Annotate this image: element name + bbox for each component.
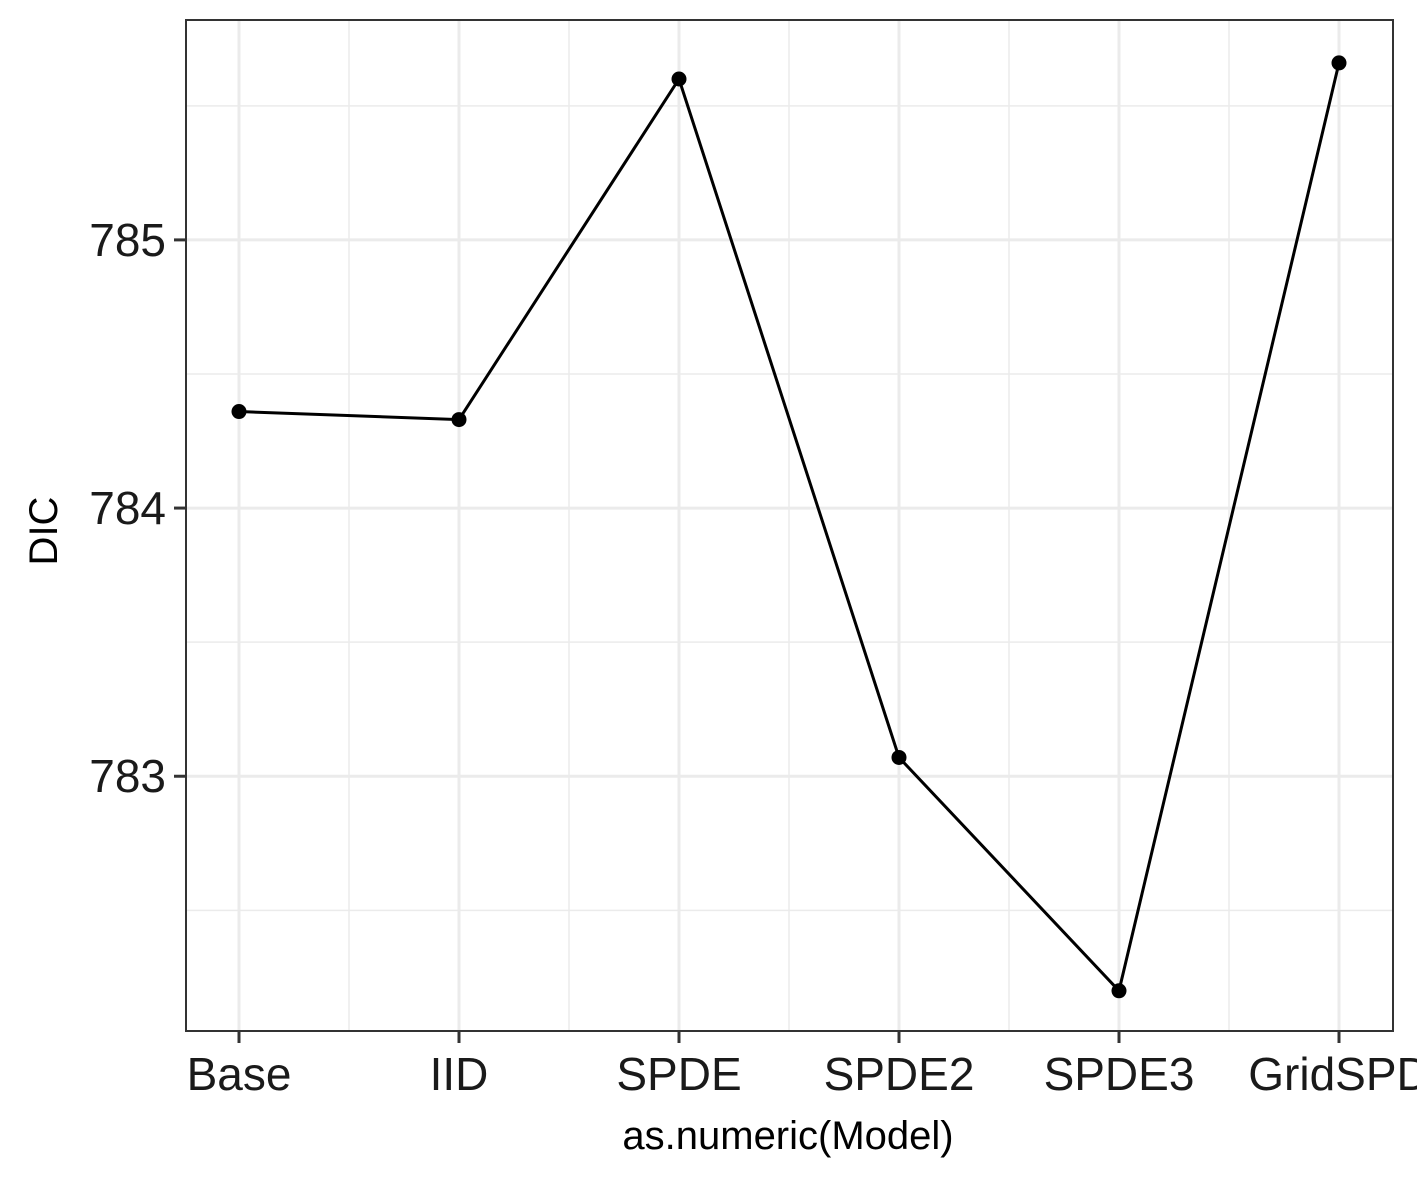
x-axis-ticks: Base IID SPDE SPDE2 SPDE3 GridSPD <box>187 1031 1417 1100</box>
panel-border <box>185 19 1394 1032</box>
x-tick-label: Base <box>187 1048 292 1100</box>
y-tick-label: 784 <box>89 482 166 534</box>
major-gridlines <box>186 20 1393 1031</box>
data-point-gridspde <box>1331 55 1347 71</box>
series-points-group <box>231 55 1347 999</box>
x-axis-title: as.numeric(Model) <box>622 1114 953 1158</box>
x-tick-label: IID <box>430 1048 489 1100</box>
y-tick-label: 785 <box>89 214 166 266</box>
series-line-group <box>238 62 1341 994</box>
data-point-spde <box>671 71 687 87</box>
x-tick-label: SPDE3 <box>1044 1048 1195 1100</box>
x-tick-label: SPDE2 <box>824 1048 975 1100</box>
data-point-base <box>231 404 247 420</box>
y-tick-label: 783 <box>89 750 166 802</box>
x-tick-label: GridSPD <box>1248 1048 1417 1100</box>
x-tick-label: SPDE <box>616 1048 741 1100</box>
data-point-spde3 <box>1111 983 1127 999</box>
series-line <box>238 62 1341 994</box>
data-point-iid <box>451 412 467 428</box>
y-axis-ticks: 783 784 785 <box>89 214 186 802</box>
y-axis-title: DIC <box>22 497 66 566</box>
data-point-spde2 <box>891 749 907 765</box>
